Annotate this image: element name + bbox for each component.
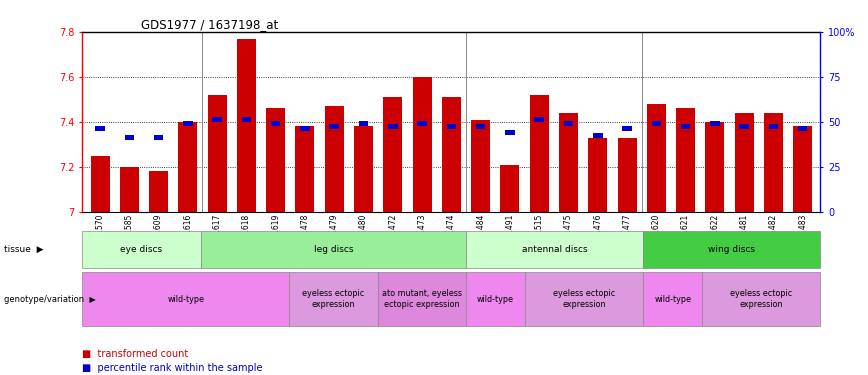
Bar — [325, 106, 344, 212]
Text: wild-type: wild-type — [654, 295, 691, 304]
Text: wild-type: wild-type — [477, 295, 514, 304]
Text: ■  percentile rank within the sample: ■ percentile rank within the sample — [82, 363, 263, 373]
Bar — [201, 231, 466, 268]
Bar — [798, 126, 807, 131]
Bar — [271, 122, 280, 126]
Bar — [647, 104, 666, 212]
Bar — [563, 122, 573, 126]
Bar — [154, 135, 163, 140]
Text: leg discs: leg discs — [313, 245, 353, 254]
Text: tissue  ▶: tissue ▶ — [4, 245, 44, 254]
Bar — [476, 124, 485, 129]
Text: eyeless ectopic
expression: eyeless ectopic expression — [302, 290, 365, 309]
Bar — [559, 113, 578, 212]
Text: eyeless ectopic
expression: eyeless ectopic expression — [553, 290, 615, 309]
Bar — [471, 120, 490, 212]
Text: eyeless ectopic
expression: eyeless ectopic expression — [730, 290, 792, 309]
Bar — [466, 272, 525, 326]
Bar — [676, 108, 695, 212]
Text: GDS1977 / 1637198_at: GDS1977 / 1637198_at — [141, 18, 279, 31]
Bar — [702, 272, 820, 326]
Bar — [764, 113, 783, 212]
Bar — [622, 126, 632, 131]
Bar — [330, 124, 339, 129]
Bar — [90, 156, 109, 212]
Bar — [266, 108, 286, 212]
Bar — [442, 97, 461, 212]
Bar — [388, 124, 398, 129]
Bar — [82, 231, 201, 268]
Bar — [793, 126, 812, 212]
Bar — [500, 165, 519, 212]
Bar — [412, 77, 431, 212]
Bar — [466, 231, 643, 268]
Bar — [447, 124, 456, 129]
Bar — [617, 138, 636, 212]
Bar — [183, 122, 193, 126]
Bar — [710, 122, 720, 126]
Bar — [295, 126, 314, 212]
Bar — [505, 130, 515, 135]
Bar — [593, 133, 602, 138]
Bar — [354, 126, 373, 212]
Bar — [589, 138, 608, 212]
Bar — [643, 231, 820, 268]
Bar — [300, 126, 310, 131]
Bar — [652, 122, 661, 126]
Text: genotype/variation  ▶: genotype/variation ▶ — [4, 295, 96, 304]
Bar — [529, 95, 549, 212]
Text: ato mutant, eyeless
ectopic expression: ato mutant, eyeless ectopic expression — [382, 290, 462, 309]
Bar — [241, 117, 251, 122]
Bar — [525, 272, 643, 326]
Bar — [289, 272, 378, 326]
Bar — [213, 117, 222, 122]
Bar — [358, 122, 368, 126]
Bar — [237, 39, 256, 212]
Bar — [384, 97, 403, 212]
Text: wild-type: wild-type — [168, 295, 204, 304]
Text: eye discs: eye discs — [121, 245, 162, 254]
Bar — [643, 272, 702, 326]
Bar — [740, 124, 749, 129]
Bar — [149, 171, 168, 212]
Text: antennal discs: antennal discs — [522, 245, 588, 254]
Bar — [418, 122, 427, 126]
Bar — [734, 113, 753, 212]
Text: ■  transformed count: ■ transformed count — [82, 350, 188, 359]
Bar — [82, 272, 289, 326]
Bar — [120, 167, 139, 212]
Bar — [178, 122, 197, 212]
Bar — [535, 117, 544, 122]
Bar — [124, 135, 134, 140]
Bar — [207, 95, 227, 212]
Bar — [378, 272, 466, 326]
Bar — [95, 126, 105, 131]
Bar — [681, 124, 690, 129]
Bar — [769, 124, 779, 129]
Text: wing discs: wing discs — [708, 245, 755, 254]
Bar — [706, 122, 725, 212]
